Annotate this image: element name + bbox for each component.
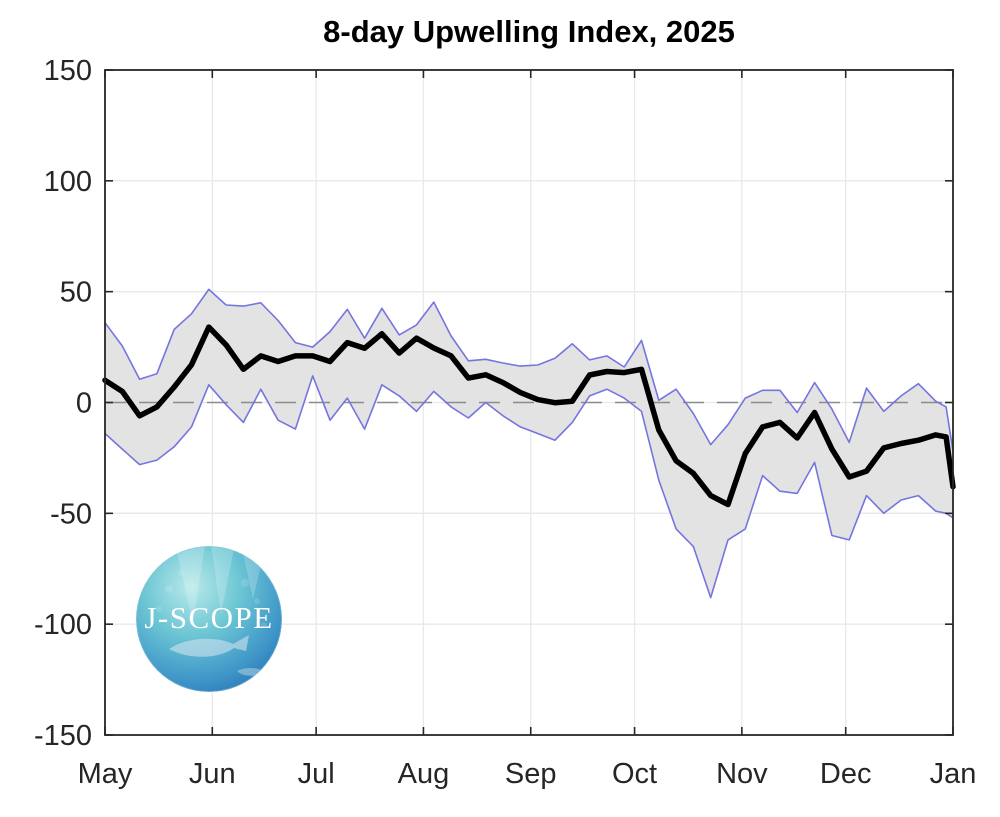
small-fish-icon — [237, 667, 271, 676]
x-tick-label: Aug — [398, 758, 450, 790]
axis-labels: May Jun Jul Aug Sep Oct Nov Dec Jan -150 -100 -50 0 5… — [34, 55, 976, 790]
y-tick-label: 100 — [44, 166, 92, 198]
x-tick-label: May — [78, 758, 133, 790]
y-tick-label: -150 — [34, 720, 92, 752]
band-fill — [105, 289, 953, 598]
logo-bubbles — [156, 570, 267, 628]
chart-title: 8-day Upwelling Index, 2025 — [323, 14, 735, 49]
y-tick-label: 50 — [60, 277, 92, 309]
y-tick-label: -50 — [50, 498, 92, 530]
ensemble-mean-line — [102, 324, 956, 508]
logo-text: J-SCOPE — [144, 600, 273, 635]
x-tick-label: Dec — [820, 758, 872, 790]
uncertainty-band — [105, 289, 953, 598]
y-tick-label: 150 — [44, 55, 92, 87]
mean-line — [102, 324, 956, 508]
bound-lines — [104, 288, 954, 599]
fish-icon — [169, 635, 249, 657]
x-tick-label: Nov — [716, 758, 768, 790]
y-tick-label: 0 — [76, 388, 92, 420]
logo-circle — [136, 546, 282, 692]
x-tick-label: Jul — [298, 758, 335, 790]
jscope-logo: J-SCOPE — [136, 546, 282, 692]
logo-rim — [136, 546, 282, 692]
lower-bound-line — [104, 375, 954, 599]
x-tick-label: Jun — [189, 758, 236, 790]
upper-bound-line — [104, 288, 954, 452]
x-tick-label: Oct — [612, 758, 657, 790]
x-tick-label: Jan — [930, 758, 977, 790]
axis-ticks — [104, 69, 954, 736]
y-tick-label: -100 — [34, 609, 92, 641]
x-tick-label: Sep — [505, 758, 557, 790]
